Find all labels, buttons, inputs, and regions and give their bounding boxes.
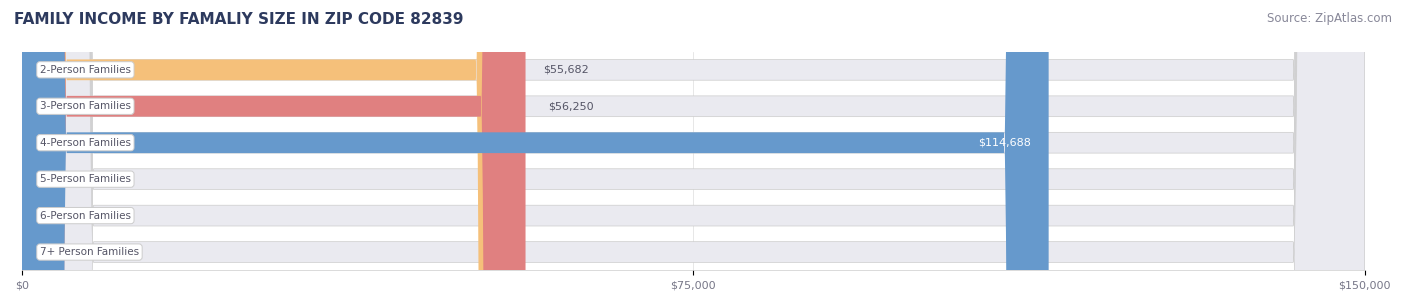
Text: $0: $0 [45,247,59,257]
Text: 3-Person Families: 3-Person Families [39,101,131,111]
FancyBboxPatch shape [22,0,1365,305]
Text: $114,688: $114,688 [977,138,1031,148]
Text: 7+ Person Families: 7+ Person Families [39,247,139,257]
FancyBboxPatch shape [22,0,1365,305]
Text: $0: $0 [45,211,59,221]
FancyBboxPatch shape [22,0,1049,305]
Text: FAMILY INCOME BY FAMALIY SIZE IN ZIP CODE 82839: FAMILY INCOME BY FAMALIY SIZE IN ZIP COD… [14,12,464,27]
FancyBboxPatch shape [22,0,1365,305]
Text: Source: ZipAtlas.com: Source: ZipAtlas.com [1267,12,1392,25]
FancyBboxPatch shape [22,0,1365,305]
Text: 4-Person Families: 4-Person Families [39,138,131,148]
FancyBboxPatch shape [22,0,1365,305]
Text: $0: $0 [45,174,59,184]
Text: 2-Person Families: 2-Person Families [39,65,131,75]
Text: $55,682: $55,682 [543,65,589,75]
FancyBboxPatch shape [22,0,1365,305]
Text: $56,250: $56,250 [548,101,593,111]
Text: 6-Person Families: 6-Person Families [39,211,131,221]
FancyBboxPatch shape [22,0,520,305]
Text: 5-Person Families: 5-Person Families [39,174,131,184]
FancyBboxPatch shape [22,0,526,305]
